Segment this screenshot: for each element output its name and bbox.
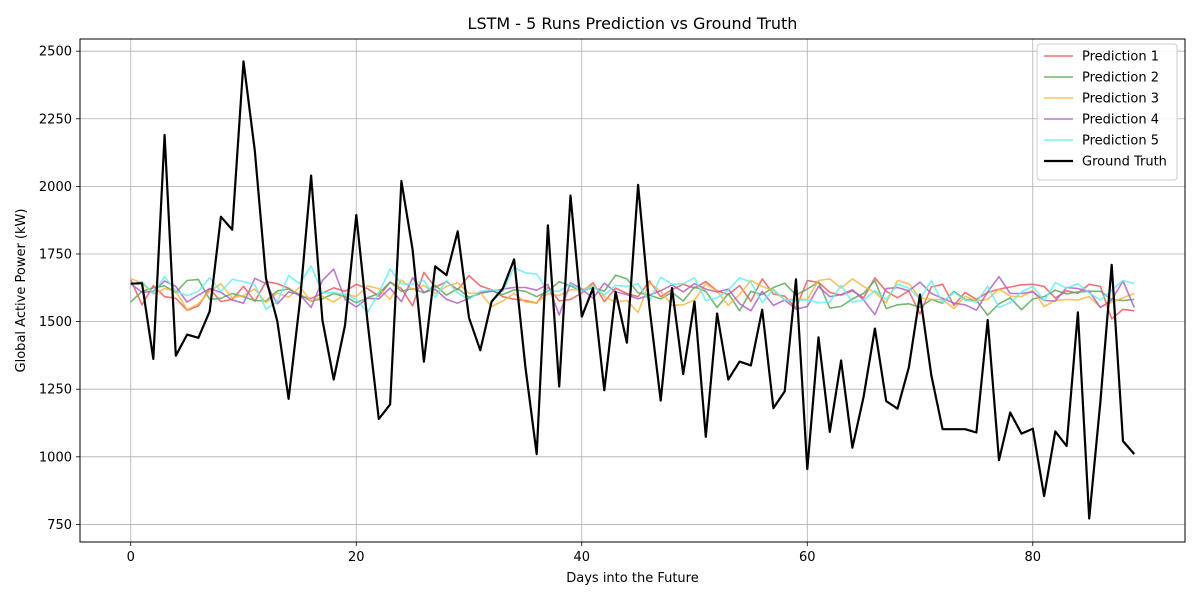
legend-box bbox=[1036, 43, 1178, 181]
y-axis-label: Global Active Power (kW) bbox=[14, 209, 29, 373]
y-tick-label: 1250 bbox=[39, 383, 72, 398]
series-line-prediction-4 bbox=[130, 268, 1136, 316]
legend: Prediction 1 Prediction 2 Prediction 3 Pred… bbox=[1036, 43, 1178, 181]
grid-lines bbox=[80, 39, 1185, 542]
legend-label: Prediction 4 bbox=[1082, 113, 1159, 128]
y-tick-label: 2250 bbox=[39, 112, 72, 127]
axis-ticks: 0 20 40 60 80 750 1000 1250 1500 1750 2000 2250 2500 bbox=[39, 45, 1041, 565]
legend-label: Prediction 5 bbox=[1082, 134, 1159, 149]
legend-label: Prediction 1 bbox=[1082, 50, 1159, 65]
chart-title: LSTM - 5 Runs Prediction vs Ground Truth bbox=[468, 14, 798, 33]
legend-label: Prediction 2 bbox=[1082, 71, 1159, 86]
y-tick-label: 1750 bbox=[39, 247, 72, 262]
legend-label: Prediction 3 bbox=[1082, 92, 1159, 107]
legend-label: Ground Truth bbox=[1082, 155, 1167, 170]
y-tick-label: 2000 bbox=[39, 180, 72, 195]
x-tick-label: 20 bbox=[348, 550, 365, 565]
series-line-ground-truth bbox=[130, 60, 1136, 520]
y-tick-label: 2500 bbox=[39, 45, 72, 60]
series-line-prediction-3 bbox=[130, 277, 1135, 314]
x-tick-label: 0 bbox=[127, 550, 135, 565]
series-line-prediction-5 bbox=[130, 265, 1135, 314]
y-tick-label: 750 bbox=[47, 518, 72, 533]
x-tick-label: 80 bbox=[1025, 550, 1042, 565]
y-tick-label: 1500 bbox=[39, 315, 72, 330]
x-tick-label: 60 bbox=[799, 550, 816, 565]
plot-frame bbox=[79, 38, 1186, 543]
series-layer bbox=[129, 60, 1136, 520]
x-axis-label: Days into the Future bbox=[566, 571, 698, 586]
y-tick-label: 1000 bbox=[39, 450, 72, 465]
x-tick-label: 40 bbox=[573, 550, 590, 565]
